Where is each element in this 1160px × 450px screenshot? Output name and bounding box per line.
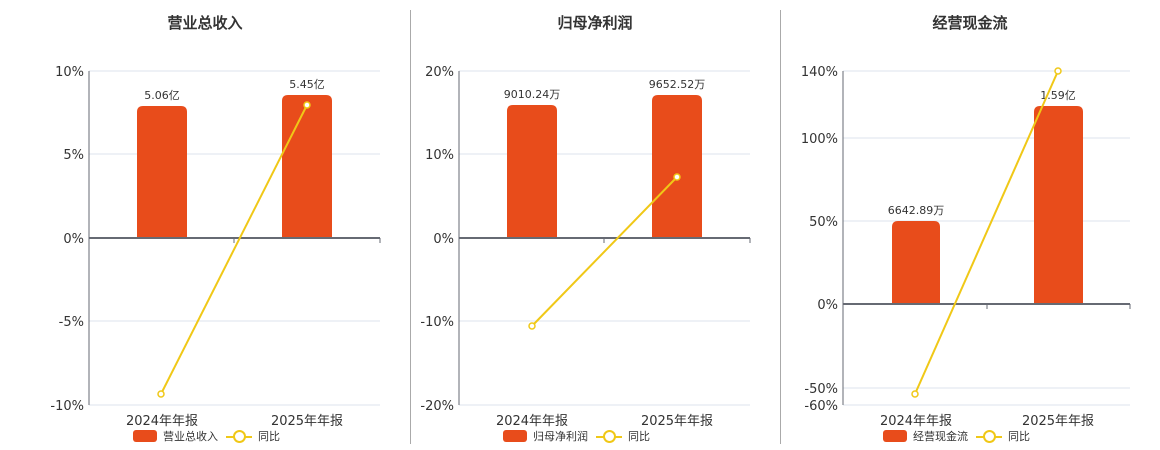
svg-text:2025年年报: 2025年年报 — [271, 414, 343, 429]
svg-text:-60%: -60% — [804, 399, 838, 414]
svg-text:0%: 0% — [817, 298, 838, 313]
svg-text:0%: 0% — [63, 232, 84, 247]
bar-2024 — [892, 221, 940, 304]
panel-divider — [410, 10, 411, 444]
chart-title: 归母净利润 — [557, 14, 633, 32]
panel-divider — [780, 10, 781, 444]
svg-text:10%: 10% — [425, 148, 454, 163]
bars — [507, 95, 702, 238]
legend-line-label[interactable]: 同比 — [258, 430, 280, 443]
x-axis — [459, 237, 751, 243]
legend-line-marker-icon — [226, 430, 252, 443]
bar-2024 — [507, 105, 557, 238]
chart-panel-net-profit: 归母净利润 20% 10% 0% -10% -20% 9010.24万 9652… — [420, 14, 751, 444]
svg-text:-10%: -10% — [50, 399, 84, 414]
svg-text:9652.52万: 9652.52万 — [649, 78, 706, 91]
legend-bar-swatch-icon — [883, 430, 907, 442]
svg-text:2024年年报: 2024年年报 — [880, 414, 952, 429]
y-axis-ticks: 20% 10% 0% -10% -20% — [420, 65, 454, 414]
bar-value-labels: 9010.24万 9652.52万 — [504, 78, 706, 101]
svg-text:-20%: -20% — [420, 399, 454, 414]
svg-text:-5%: -5% — [59, 315, 84, 330]
legend-bar-label[interactable]: 归母净利润 — [533, 430, 588, 443]
svg-text:100%: 100% — [801, 132, 838, 147]
bar-2024 — [137, 106, 187, 238]
yoy-line — [528, 173, 681, 330]
svg-text:-50%: -50% — [804, 382, 838, 397]
x-axis-labels: 2024年年报 2025年年报 — [880, 414, 1094, 429]
yoy-line — [157, 101, 311, 398]
bar-value-labels: 5.06亿 5.45亿 — [144, 78, 325, 102]
legend-line-label[interactable]: 同比 — [628, 430, 650, 443]
legend-bar-swatch-icon — [503, 430, 527, 442]
svg-text:20%: 20% — [425, 65, 454, 80]
svg-text:0%: 0% — [433, 232, 454, 247]
chart-legend: 归母净利润 同比 — [503, 428, 650, 444]
svg-text:10%: 10% — [55, 65, 84, 80]
svg-text:6642.89万: 6642.89万 — [888, 204, 945, 217]
svg-text:-10%: -10% — [420, 315, 454, 330]
legend-line-marker-icon — [596, 430, 622, 443]
chart-title: 营业总收入 — [167, 14, 243, 32]
svg-text:140%: 140% — [801, 65, 838, 80]
legend-bar-label[interactable]: 经营现金流 — [913, 430, 968, 443]
x-axis-labels: 2024年年报 2025年年报 — [126, 414, 343, 429]
svg-text:50%: 50% — [809, 215, 838, 230]
svg-text:5.06亿: 5.06亿 — [144, 89, 180, 102]
svg-text:2025年年报: 2025年年报 — [641, 414, 713, 429]
yoy-line — [911, 67, 1062, 398]
chart-plot: 10% 5% 0% -5% -10% 5.06亿 5.45亿 2024年年报 2… — [50, 65, 381, 429]
legend-bar-swatch-icon — [133, 430, 157, 442]
svg-text:2024年年报: 2024年年报 — [496, 414, 568, 429]
svg-text:5%: 5% — [63, 148, 84, 163]
legend-line-marker-icon — [976, 430, 1002, 443]
x-axis-labels: 2024年年报 2025年年报 — [496, 414, 713, 429]
chart-legend: 经营现金流 同比 — [883, 428, 1030, 444]
y-axis-ticks: 140% 100% 50% 0% -50% -60% — [801, 65, 838, 414]
svg-text:2024年年报: 2024年年报 — [126, 414, 198, 429]
svg-text:5.45亿: 5.45亿 — [289, 78, 325, 91]
bars — [892, 106, 1083, 304]
legend-bar-label[interactable]: 营业总收入 — [163, 430, 218, 443]
chart-panel-revenue: 营业总收入 10% 5% 0% -5% -10% 5.06亿 5.45亿 — [0, 0, 410, 450]
chart-plot: 20% 10% 0% -10% -20% 9010.24万 9652.52万 2… — [420, 65, 751, 429]
y-axis-ticks: 10% 5% 0% -5% -10% — [50, 65, 84, 414]
bar-2025 — [1034, 106, 1083, 304]
chart-legend: 营业总收入 同比 — [133, 428, 280, 444]
svg-text:9010.24万: 9010.24万 — [504, 88, 561, 101]
bar-2025 — [652, 95, 702, 238]
grid-lines — [843, 70, 1130, 406]
svg-text:2025年年报: 2025年年报 — [1022, 414, 1094, 429]
chart-title: 经营现金流 — [932, 14, 1008, 32]
x-axis — [89, 237, 381, 243]
x-axis — [843, 303, 1131, 309]
legend-line-label[interactable]: 同比 — [1008, 430, 1030, 443]
